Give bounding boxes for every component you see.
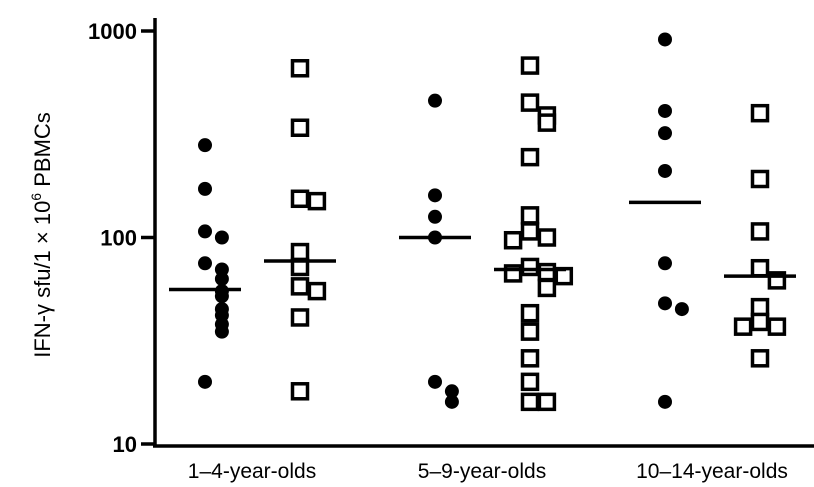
data-point-filled-circle (658, 394, 672, 409)
data-point-open-square (520, 222, 540, 241)
data-point-open-square (750, 169, 770, 189)
x-tick-label: 10–14-year-olds (636, 460, 788, 483)
data-point-open-square (537, 262, 557, 282)
data-point-open-square (520, 93, 540, 112)
data-point-filled-circle (214, 324, 229, 339)
data-point-filled-circle (214, 230, 229, 245)
data-point-filled-circle (214, 289, 229, 304)
data-point-open-square (520, 349, 540, 368)
data-point-open-square (537, 278, 557, 298)
data-point-filled-circle (428, 188, 442, 203)
data-point-open-square (537, 113, 557, 132)
data-point-filled-circle (658, 256, 672, 271)
data-point-open-square (750, 103, 770, 123)
data-point-filled-circle (198, 138, 212, 153)
data-point-filled-circle (658, 32, 672, 47)
data-point-open-square (520, 147, 540, 167)
data-point-open-square (750, 222, 770, 241)
y-axis-label: IFN-γ sfu/1 × 106 PBMCs (28, 112, 55, 358)
y-ticks: 10 100 1000 (88, 19, 156, 457)
data-point-open-square (290, 308, 310, 327)
data-point-open-square (307, 281, 327, 301)
data-point-open-square (290, 277, 310, 296)
data-point-open-square (733, 317, 753, 336)
data-point-filled-circle (444, 394, 459, 409)
data-point-filled-circle (214, 271, 229, 286)
data-point-open-square (520, 322, 540, 341)
data-point-open-square (750, 297, 770, 317)
data-point-filled-circle (428, 93, 442, 108)
data-point-open-square (520, 257, 540, 277)
data-point-open-square (537, 228, 557, 247)
data-point-open-square (750, 312, 770, 332)
x-tick-label: 1–4-year-olds (188, 460, 316, 483)
y-tick-label: 1000 (88, 19, 137, 44)
data-points (198, 32, 787, 412)
data-point-open-square (520, 303, 540, 323)
data-point-open-square (520, 206, 540, 225)
data-point-open-square (290, 242, 310, 262)
x-tick-labels: 1–4-year-olds 5–9-year-olds 10–14-year-old… (188, 460, 788, 483)
data-point-filled-circle (198, 181, 212, 196)
data-point-filled-circle (658, 163, 672, 178)
data-point-filled-circle (198, 256, 212, 271)
data-point-open-square (520, 392, 540, 412)
data-point-open-square (290, 382, 310, 401)
data-point-open-square (290, 118, 310, 137)
data-point-filled-circle (198, 224, 212, 239)
data-point-open-square (503, 230, 523, 250)
data-point-filled-circle (658, 296, 672, 311)
data-point-open-square (307, 191, 327, 211)
y-tick-label: 10 (113, 432, 137, 457)
data-point-open-square (520, 56, 540, 75)
data-point-filled-circle (658, 103, 672, 118)
y-tick-label: 100 (100, 226, 137, 251)
data-point-open-square (290, 189, 310, 209)
data-point-open-square (767, 317, 787, 336)
data-point-filled-circle (428, 374, 442, 389)
data-point-open-square (750, 349, 770, 368)
median-lines (169, 200, 796, 292)
data-point-filled-circle (444, 384, 459, 399)
data-point-open-square (750, 258, 770, 278)
data-point-filled-circle (198, 374, 212, 389)
data-point-open-square (520, 372, 540, 392)
data-point-filled-circle (674, 302, 689, 317)
data-point-filled-circle (428, 209, 442, 224)
x-tick-label: 5–9-year-olds (418, 460, 546, 483)
data-point-filled-circle (658, 126, 672, 141)
data-point-open-square (290, 59, 310, 78)
data-point-open-square (537, 392, 557, 412)
